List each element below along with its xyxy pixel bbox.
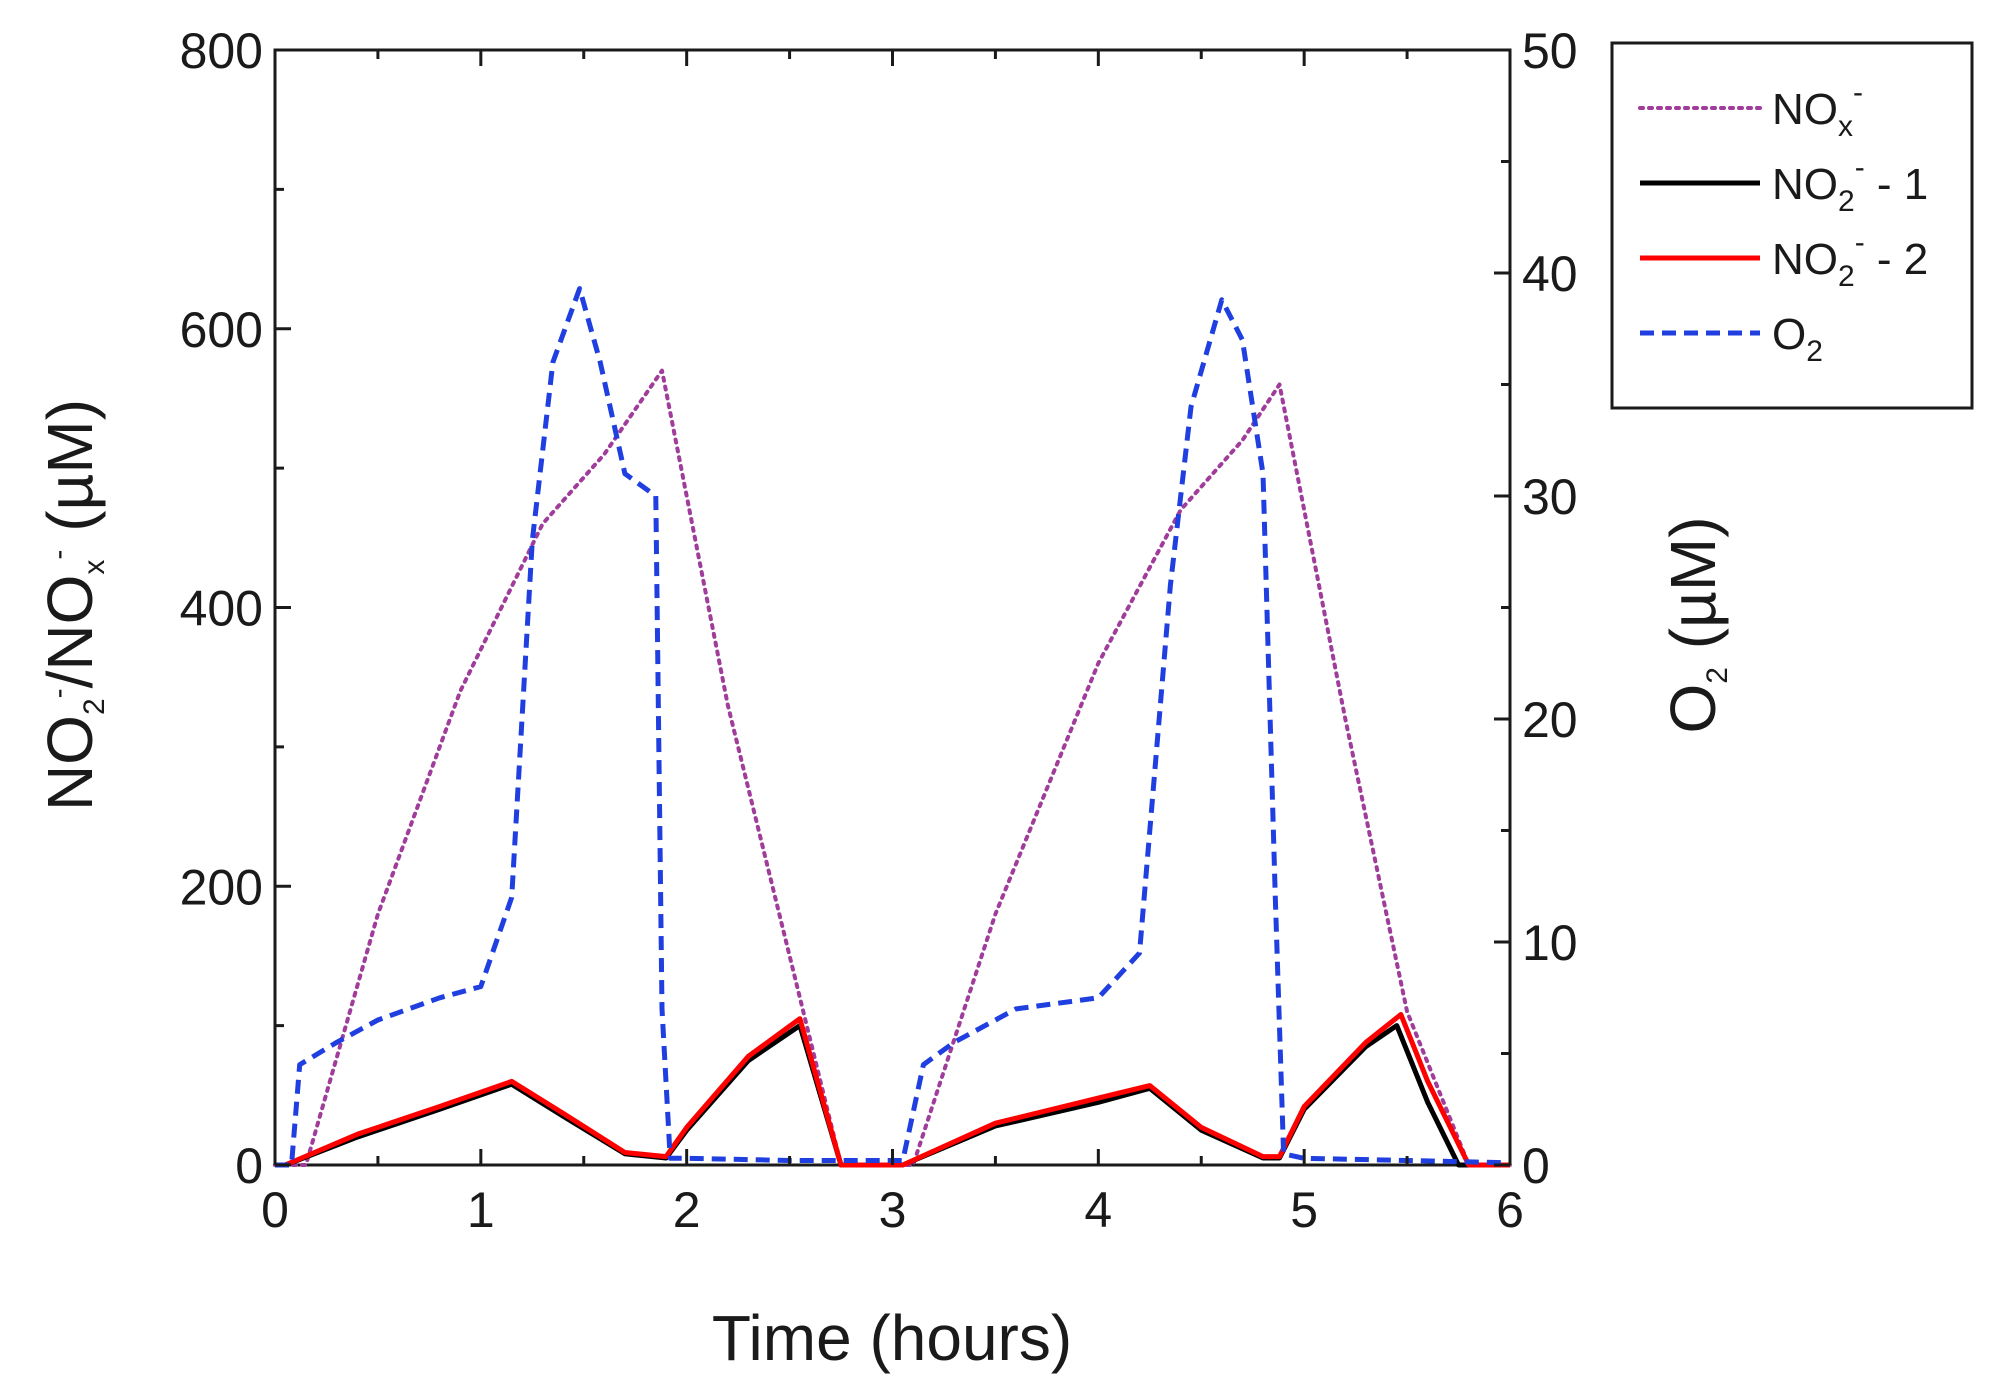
y-title-sup2: - [42, 550, 75, 560]
y2-axis-title: O2 (µM) [1657, 516, 1734, 733]
y-title-post: (µM) [34, 399, 106, 550]
y2-tick-label: 20 [1522, 692, 1578, 748]
y2-tick-label: 50 [1522, 23, 1578, 79]
legend: NOx- NO2- - 1 NO2- - 2 O2 [1610, 41, 1974, 410]
y-title-sup1: - [42, 688, 75, 698]
y-title-sub1: 2 [78, 698, 111, 715]
x-axis-title: Time (hours) [712, 1302, 1072, 1374]
y2-tick-label: 10 [1522, 915, 1578, 971]
y-title-mid: /NO [34, 575, 106, 689]
x-tick-label: 6 [1496, 1182, 1524, 1238]
legend-label: NO2- - 2 [1772, 226, 1928, 293]
y2-title-post: (µM) [1657, 516, 1729, 667]
x-tick-label: 4 [1084, 1182, 1112, 1238]
x-tick-label: 3 [879, 1182, 907, 1238]
y-title-sub2: x [78, 560, 111, 575]
y-tick-label: 400 [180, 581, 263, 637]
y-title-pre: NO [34, 715, 106, 811]
y2-tick-label: 40 [1522, 246, 1578, 302]
y2-tick-label: 30 [1522, 469, 1578, 525]
y2-title-sub: 2 [1701, 667, 1734, 684]
y-tick-label: 600 [180, 302, 263, 358]
y-tick-label: 800 [180, 23, 263, 79]
legend-label: O2 [1772, 310, 1823, 368]
y-tick-label: 200 [180, 859, 263, 915]
y-axis-title: NO2-/NOx- (µM) [34, 399, 111, 811]
legend-label: NO2- - 1 [1772, 151, 1928, 218]
legend-box [1610, 41, 1974, 410]
x-tick-label: 2 [673, 1182, 701, 1238]
y2-tick-label: 0 [1522, 1138, 1550, 1194]
x-tick-label: 5 [1290, 1182, 1318, 1238]
x-tick-label: 0 [261, 1182, 289, 1238]
series-line-no2-2 [275, 1012, 1510, 1168]
plot-area [273, 48, 1512, 1167]
plot-frame [273, 48, 1512, 1167]
y-tick-label: 0 [235, 1138, 263, 1194]
legend-label: NOx- [1772, 76, 1863, 143]
x-tick-label: 1 [467, 1182, 495, 1238]
y2-title-pre: O [1657, 684, 1729, 734]
